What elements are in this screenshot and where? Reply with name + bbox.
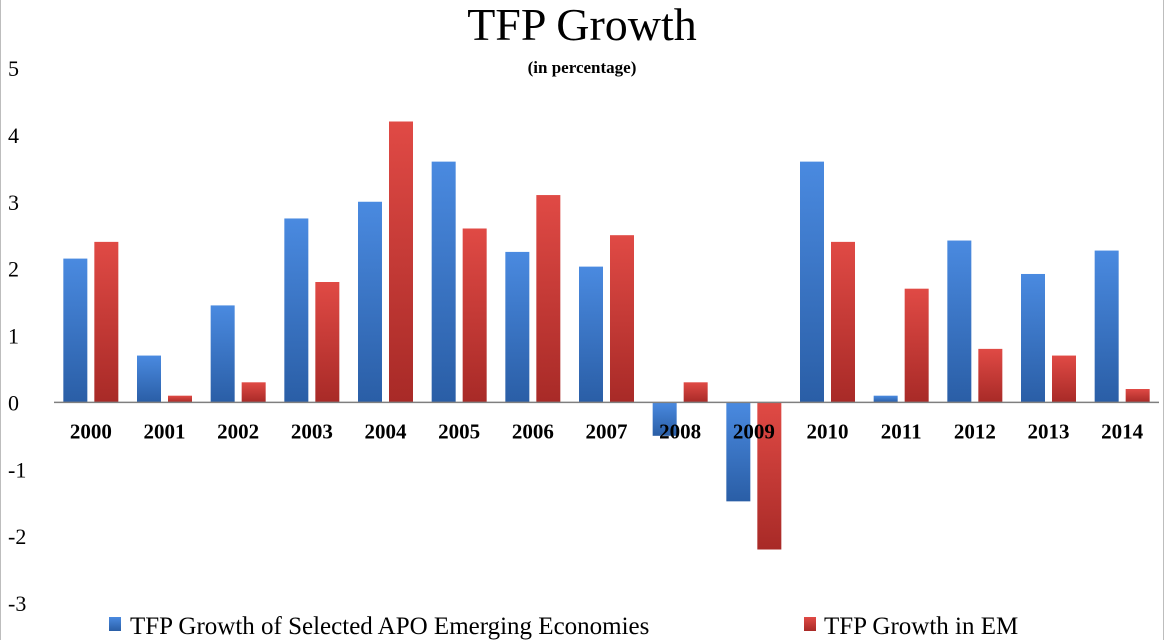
bars [63,121,1150,550]
bar-apo-2012 [947,240,972,403]
bar-apo-2008 [652,402,677,436]
y-tick-label: -2 [8,524,26,549]
x-tick-label: 2007 [586,419,628,443]
x-tick-label: 2006 [512,419,554,443]
x-axis-labels: 2000 2001 2002 2003 2004 2005 2006 2007 2008 2009… [70,419,1144,443]
x-tick-label: 2009 [733,419,775,443]
y-tick-label: -3 [8,591,26,616]
x-tick-label: 2008 [659,419,701,443]
bar-em-2003 [315,282,340,403]
bar-apo-2009 [726,402,751,502]
y-axis: 5 4 3 2 1 0 -1 -2 -3 [8,56,26,616]
bar-apo-2007 [579,266,603,403]
bar-em-2005 [462,228,487,403]
x-tick-label: 2000 [70,419,112,443]
bar-em-2010 [831,241,855,403]
bar-apo-2014 [1094,250,1119,403]
bar-em-2012 [978,348,1003,403]
y-tick-label: 5 [8,56,19,81]
bar-apo-2002 [210,305,235,403]
bar-apo-2005 [431,161,456,403]
y-tick-label: 3 [8,190,19,215]
bar-apo-2004 [358,201,382,403]
legend-label-apo: TFP Growth of Selected APO Emerging Econ… [130,613,649,640]
y-tick-label: 0 [8,390,19,415]
legend: TFP Growth of Selected APO Emerging Econ… [109,613,1018,640]
bar-em-2009 [757,402,782,550]
bar-em-2000 [94,241,119,403]
y-tick-label: 2 [8,257,19,282]
x-tick-label: 2010 [807,419,849,443]
bar-em-2001 [168,395,192,403]
legend-swatch-em [804,617,816,631]
bar-apo-2003 [284,218,309,403]
legend-swatch-apo [109,617,121,631]
bar-apo-2001 [137,355,161,403]
y-tick-label: -1 [8,457,26,482]
x-tick-label: 2003 [291,419,333,443]
x-tick-label: 2011 [881,419,922,443]
chart-title: TFP Growth [467,0,697,50]
bar-apo-2011 [873,395,898,403]
bar-em-2011 [904,288,929,403]
x-tick-label: 2002 [217,419,259,443]
bar-em-2004 [389,121,413,403]
x-tick-label: 2001 [144,419,186,443]
bar-apo-2006 [505,251,530,403]
x-tick-label: 2013 [1028,419,1070,443]
bar-apo-2000 [63,258,88,403]
bar-apo-2010 [800,161,824,403]
bar-em-2008 [683,382,708,403]
x-tick-label: 2014 [1101,419,1144,443]
y-tick-label: 4 [8,123,19,148]
x-tick-label: 2012 [954,419,996,443]
y-tick-label: 1 [8,324,19,349]
x-tick-label: 2004 [365,419,408,443]
bar-em-2002 [241,382,266,403]
bar-apo-2013 [1021,273,1045,403]
chart-subtitle: (in percentage) [528,58,637,77]
bar-em-2013 [1052,355,1076,403]
legend-label-em: TFP Growth in EM [824,613,1018,640]
x-tick-label: 2005 [438,419,480,443]
bar-em-2014 [1125,389,1150,403]
bar-em-2007 [610,235,634,403]
bar-em-2006 [536,195,561,403]
